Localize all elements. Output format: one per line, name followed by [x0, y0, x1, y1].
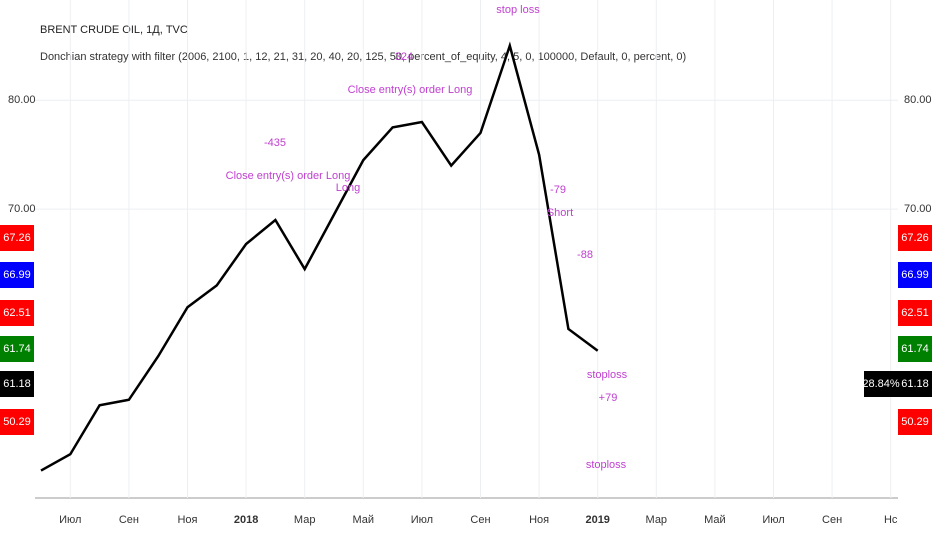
x-tick-label: Сен — [470, 514, 490, 526]
price-badge-label: 50.29 — [901, 416, 929, 428]
price-badge-label: 61.74 — [901, 343, 929, 355]
price-badge — [898, 300, 932, 326]
x-tick-label: Сен — [822, 514, 842, 526]
price-badge-label: 66.99 — [901, 269, 929, 281]
x-tick-label: Мар — [294, 514, 316, 526]
x-tick-label: Май — [353, 514, 375, 526]
x-tick-label: 2018 — [234, 514, 258, 526]
price-badge-label: 67.26 — [3, 232, 31, 244]
annotation: Long — [336, 182, 360, 194]
x-tick-label: Май — [704, 514, 726, 526]
annotation: Close entry(s) order Long — [226, 170, 351, 182]
price-badge — [0, 409, 34, 435]
price-badge-label: 61.18 — [901, 378, 929, 390]
annotation: +79 — [599, 392, 618, 404]
y-tick-label: 80.00 — [904, 94, 932, 106]
x-tick-label: Ноя — [529, 514, 549, 526]
y-tick-label: 70.00 — [8, 203, 36, 215]
x-tick-label: Нс — [884, 514, 898, 526]
price-badge — [0, 262, 34, 288]
price-badge — [0, 371, 34, 397]
x-tick-label: Мар — [646, 514, 668, 526]
price-badge-label: 61.74 — [3, 343, 31, 355]
price-badge — [898, 409, 932, 435]
annotation: 324 — [395, 51, 413, 63]
annotation: Short — [547, 207, 573, 219]
price-badge — [898, 371, 932, 397]
price-badge — [898, 336, 932, 362]
annotation: -88 — [577, 249, 593, 261]
percent-label: 28.84% — [862, 378, 900, 390]
price-badge-label: 62.51 — [3, 307, 31, 319]
annotation: stoploss — [586, 459, 627, 471]
x-tick-label: 2019 — [585, 514, 609, 526]
y-tick-label: 80.00 — [8, 94, 36, 106]
annotation: stoploss — [587, 369, 628, 381]
annotation: -435 — [264, 137, 286, 149]
x-tick-label: Июл — [762, 514, 784, 526]
price-badge — [898, 225, 932, 251]
annotation: -79 — [550, 184, 566, 196]
x-tick-label: Июл — [411, 514, 433, 526]
price-badge — [0, 225, 34, 251]
annotation: Close entry(s) order Long — [348, 84, 473, 96]
price-badge-label: 61.18 — [3, 378, 31, 390]
price-badge-label: 62.51 — [901, 307, 929, 319]
x-tick-label: Ноя — [177, 514, 197, 526]
price-badge — [898, 262, 932, 288]
x-tick-label: Сен — [119, 514, 139, 526]
price-badge-label: 67.26 — [901, 232, 929, 244]
price-badge — [0, 300, 34, 326]
percent-badge — [864, 371, 898, 397]
x-tick-label: Июл — [59, 514, 81, 526]
annotation: stop loss — [496, 4, 540, 16]
price-line — [40, 41, 599, 472]
price-badge — [0, 336, 34, 362]
price-badge-label: 50.29 — [3, 416, 31, 428]
y-tick-label: 70.00 — [904, 203, 932, 215]
price-badge-label: 66.99 — [3, 269, 31, 281]
chart-title: BRENT CRUDE OIL, 1Д, TVC — [40, 24, 188, 36]
